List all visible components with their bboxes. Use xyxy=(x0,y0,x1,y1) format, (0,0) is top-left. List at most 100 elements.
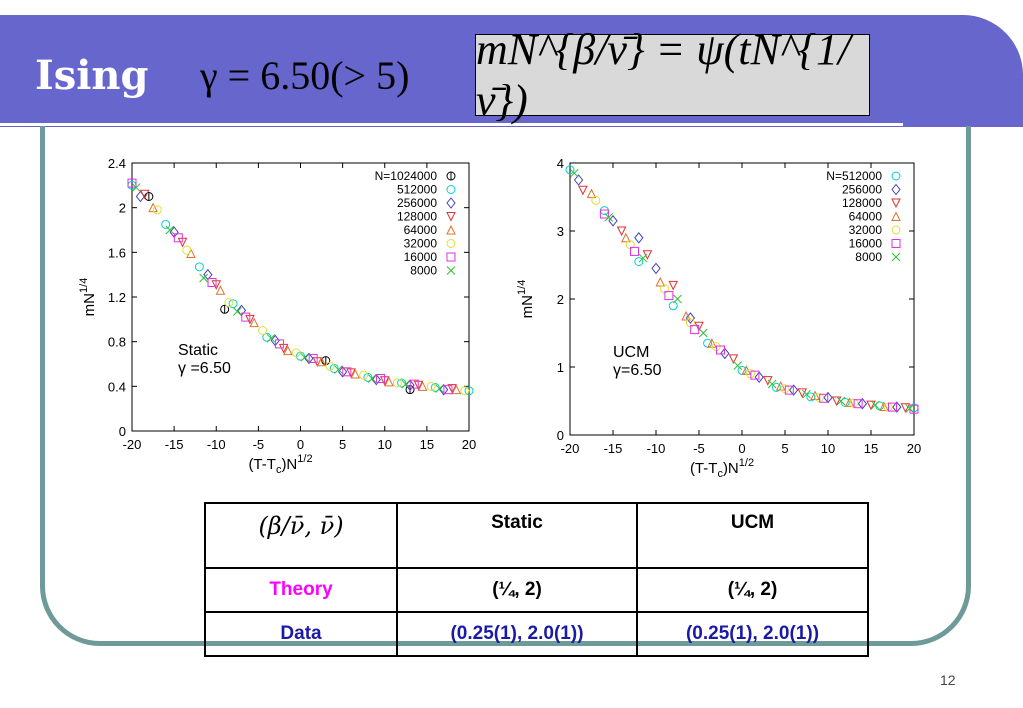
data-point xyxy=(376,374,386,384)
data-point xyxy=(397,378,407,388)
data-point xyxy=(888,402,897,412)
data-point xyxy=(655,276,666,287)
series-128000 xyxy=(578,185,911,413)
data-point xyxy=(733,361,743,370)
data-point xyxy=(249,317,259,328)
data-point xyxy=(300,352,310,362)
data-point xyxy=(350,368,361,379)
row-label-data: Data xyxy=(204,611,398,657)
data-point xyxy=(316,356,327,367)
data-static: (0.25(1), 2.0(1)) xyxy=(396,611,638,657)
series-64000 xyxy=(586,188,889,411)
data-point xyxy=(694,321,704,332)
data-point xyxy=(905,404,915,413)
header-ucm: UCM xyxy=(636,502,869,569)
y-tick-label: 2 xyxy=(557,292,564,307)
y-tick-label: 0 xyxy=(557,428,564,443)
data-point xyxy=(634,231,644,244)
legend-label: 8000 xyxy=(855,250,882,264)
data-point xyxy=(266,333,276,343)
data-point xyxy=(642,250,653,260)
x-tick-label: 15 xyxy=(864,441,878,456)
x-tick-label: 10 xyxy=(821,441,835,456)
data-point xyxy=(716,345,725,355)
data-point xyxy=(262,332,272,342)
data-point xyxy=(207,277,217,287)
x-tick-label: 0 xyxy=(738,441,745,456)
data-point xyxy=(634,257,644,267)
data-point xyxy=(308,353,318,363)
data-point xyxy=(870,400,880,410)
data-point xyxy=(131,183,141,192)
legend-label: 8000 xyxy=(410,264,437,278)
legend-marker xyxy=(446,224,456,235)
data-point xyxy=(139,189,150,200)
plot-frame xyxy=(569,162,915,436)
legend-marker xyxy=(891,198,901,209)
legend-label: 32000 xyxy=(849,223,883,237)
results-table: (β/ν̄, ν̄) Static UCM Theory (¼, 2) (¼, … xyxy=(204,502,869,657)
data-point xyxy=(866,400,876,411)
legend-marker xyxy=(446,266,456,275)
series-256000 xyxy=(135,190,449,396)
data-point xyxy=(384,376,394,387)
data-point xyxy=(621,232,631,243)
data-point xyxy=(232,307,242,316)
data-point xyxy=(329,363,339,373)
data-point xyxy=(819,393,829,403)
data-point xyxy=(762,376,773,386)
data-point xyxy=(182,245,192,255)
data-point xyxy=(371,373,381,386)
data-point xyxy=(337,366,348,378)
data-point xyxy=(651,262,661,275)
y-tick-label: 1.6 xyxy=(108,245,126,260)
chart-annotation: γ =6.50 xyxy=(178,360,231,377)
legend-label: 64000 xyxy=(404,223,438,237)
chart-ucm: -20 -15 -10 -5 0 5 10 15 20 0 1 2 3 4 (T-Tc)N1/2 mN1/4 U… xyxy=(510,150,930,495)
data-ucm: (0.25(1), 2.0(1)) xyxy=(636,611,869,657)
data-point xyxy=(342,367,352,377)
data-point xyxy=(681,310,691,321)
data-point xyxy=(274,339,284,349)
legend-marker xyxy=(891,225,901,235)
header-static: Static xyxy=(396,502,638,569)
data-point xyxy=(228,299,238,309)
chart-static: -20 -15 -10 -5 0 5 10 15 20 0 0.4 0.8 1.2 1.6 2 2.4 (T-T… xyxy=(60,150,480,495)
data-point xyxy=(892,401,902,413)
x-tick-label: 5 xyxy=(339,437,346,452)
data-point xyxy=(784,385,794,395)
data-point xyxy=(698,328,708,338)
legend-label: 16000 xyxy=(404,250,438,264)
y-axis-label: mN1/4 xyxy=(78,278,98,317)
data-point xyxy=(283,345,293,356)
data-point xyxy=(616,226,627,237)
legend-marker xyxy=(446,239,456,248)
data-point xyxy=(405,379,415,392)
y-tick-label: 2.4 xyxy=(108,156,126,171)
data-point xyxy=(720,347,730,360)
series-32000 xyxy=(152,205,470,396)
scaling-formula-box: mN^{β/ν̄} = ψ(tN^{1/ν̄}) xyxy=(475,25,870,125)
y-axis-label: mN1/4 xyxy=(516,280,536,319)
data-point xyxy=(900,403,911,413)
data-point xyxy=(664,291,674,301)
row-label-theory: Theory xyxy=(204,567,398,613)
legend-label: 64000 xyxy=(849,210,883,224)
x-tick-label: -10 xyxy=(647,441,666,456)
data-point xyxy=(573,174,584,186)
data-point xyxy=(460,386,470,396)
legend-marker xyxy=(446,197,456,209)
legend-marker xyxy=(446,252,456,262)
data-point xyxy=(810,390,820,401)
data-point xyxy=(802,389,811,399)
page-number: 12 xyxy=(940,672,956,688)
y-tick-label: 4 xyxy=(557,156,564,171)
data-point xyxy=(417,381,428,391)
legend-marker xyxy=(891,252,901,262)
data-point xyxy=(127,178,137,188)
data-point xyxy=(638,253,648,263)
data-point xyxy=(363,372,373,382)
y-tick-label: 0.4 xyxy=(108,379,126,394)
data-point xyxy=(591,195,601,205)
x-tick-label: -15 xyxy=(165,437,184,452)
